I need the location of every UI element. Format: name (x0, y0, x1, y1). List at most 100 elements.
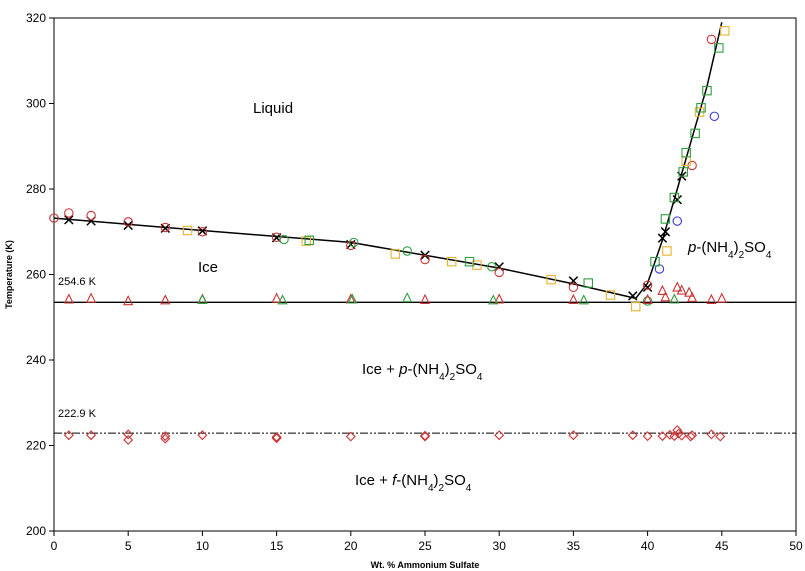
square-data-point (630, 301, 641, 312)
y-tick-label: 240 (26, 353, 46, 367)
circle-data-point (160, 222, 171, 233)
triangle-data-point (197, 293, 208, 304)
region-liquid-label: Liquid (253, 100, 293, 117)
triangle-data-point (578, 294, 589, 305)
x-tick-label: 0 (51, 539, 58, 553)
region-ice-p-sulfate-label: Ice + p-(NH4)2SO4 (362, 361, 483, 383)
diamond-data-point (63, 430, 74, 441)
x-tick-label: 15 (270, 539, 284, 553)
circle-data-point (709, 111, 720, 122)
y-tick-label: 280 (26, 182, 46, 196)
triangle-data-point (123, 295, 134, 306)
circle-data-point (494, 267, 504, 278)
square-data-point (650, 256, 660, 267)
diamond-data-point (86, 430, 97, 441)
circle-data-point (487, 262, 497, 272)
triangle-data-point (277, 294, 288, 305)
x-tick-label: 20 (344, 539, 358, 553)
transition-temperature-label: 222.9 K (58, 408, 97, 420)
eutectic-temperature-label: 254.6 K (58, 276, 97, 288)
triangle-data-point (684, 286, 695, 297)
square-data-point (304, 235, 314, 246)
triangle-data-point (657, 284, 668, 295)
x-data-point (628, 291, 638, 301)
circle-data-point (197, 227, 208, 237)
y-tick-label: 200 (26, 524, 46, 538)
y-tick-label: 220 (26, 439, 46, 453)
diamond-data-point (420, 430, 430, 441)
triangle-data-point (687, 291, 698, 302)
circle-data-point (706, 34, 717, 45)
x-tick-label: 30 (493, 539, 507, 553)
triangle-data-point (63, 293, 74, 304)
triangle-data-point (660, 291, 671, 302)
triangle-data-point (676, 284, 687, 295)
square-data-point (390, 249, 401, 259)
axes: 0 5 10 15 20 25 30 35 40 45 50 200 220 240 260 280 300 32… (4, 11, 803, 570)
circle-data-point (349, 237, 359, 248)
x-data-point (657, 233, 668, 243)
circle-data-point (346, 240, 356, 251)
square-data-point (702, 85, 712, 96)
x-data-point (672, 194, 683, 205)
circle-data-point (568, 282, 579, 293)
y-tick-label: 320 (26, 11, 46, 25)
triangle-data-point (669, 293, 680, 304)
data-points (49, 26, 730, 445)
triangle-data-point (347, 293, 358, 304)
square-data-point (605, 290, 616, 300)
circle-data-point (123, 217, 133, 227)
square-data-point (678, 167, 688, 177)
diamond-data-point (345, 431, 356, 442)
diamond-data-point (706, 429, 717, 440)
square-data-point (660, 214, 671, 224)
triangle-data-point (160, 294, 171, 305)
triangle-data-point (716, 292, 727, 303)
circle-data-point (642, 296, 653, 306)
square-data-point (546, 274, 556, 285)
square-data-point (446, 256, 457, 267)
diamond-data-point (271, 431, 282, 442)
square-data-point (662, 246, 672, 256)
diamond-data-point (420, 431, 430, 442)
square-data-point (714, 43, 724, 53)
y-axis-title: Temperature (K) (4, 240, 14, 309)
square-data-point (681, 147, 691, 158)
diamond-data-point (687, 430, 698, 441)
x-tick-label: 50 (789, 539, 803, 553)
circle-data-point (642, 280, 653, 290)
square-data-point (583, 278, 593, 288)
diamond-data-point (568, 430, 579, 441)
region-p-sulfate-label: p-(NH4)2SO4 (687, 239, 772, 261)
square-data-point (669, 192, 680, 203)
square-data-point (464, 256, 475, 267)
circle-data-point (64, 208, 74, 218)
diamond-data-point (271, 433, 282, 444)
region-ice-f-sulfate-label: Ice + f-(NH4)2SO4 (355, 472, 472, 494)
x-data-point (123, 220, 133, 231)
square-data-point (301, 236, 312, 246)
square-data-point (696, 103, 706, 113)
circle-data-point (420, 254, 430, 265)
circle-data-point (86, 210, 96, 221)
y-tick-label: 260 (26, 268, 46, 282)
region-ice-label: Ice (198, 259, 218, 276)
diamond-data-point (160, 431, 171, 442)
chart-labels: Liquid Ice p-(NH4)2SO4 Ice + p-(NH4)2SO4 Ice… (58, 100, 772, 494)
diamond-data-point (197, 430, 208, 441)
triangle-data-point (419, 293, 431, 304)
triangle-data-point (672, 281, 683, 292)
triangle-data-point (494, 293, 505, 304)
square-data-point (182, 225, 193, 236)
diamond-data-point (123, 429, 134, 440)
square-data-point (472, 260, 482, 270)
x-tick-label: 25 (418, 539, 432, 553)
diamond-data-point (494, 430, 505, 441)
x-tick-label: 35 (567, 539, 581, 553)
diamond-data-point (160, 433, 171, 444)
diamond-data-point (627, 430, 638, 441)
triangle-data-point (402, 292, 413, 303)
x-data-point (642, 282, 653, 293)
